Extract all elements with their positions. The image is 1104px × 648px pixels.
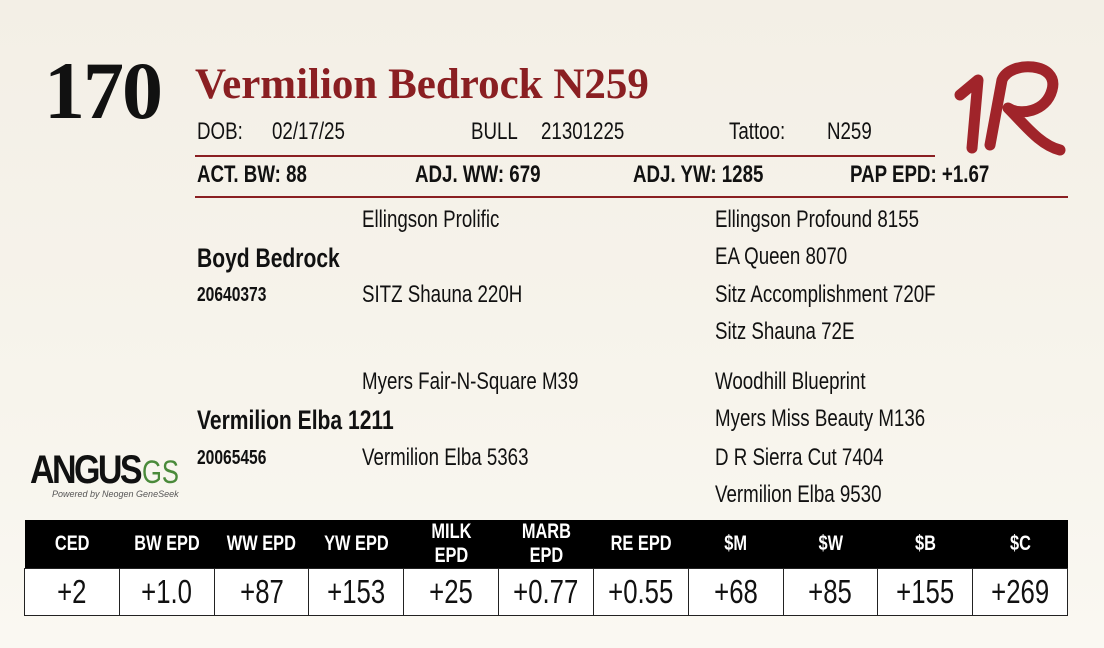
epd-header-text: $W: [818, 532, 843, 555]
measure-label: ADJ. WW:: [415, 161, 505, 188]
epd-header-text: $B: [914, 532, 936, 555]
measure-value: 1285: [721, 161, 764, 188]
epd-value-text: +87: [239, 573, 284, 610]
divider: [195, 155, 935, 157]
tattoo: N259: [827, 118, 872, 145]
epd-value: +25: [403, 568, 500, 616]
epd-header: MILK EPD: [403, 520, 499, 569]
epd-value: +153: [308, 568, 405, 616]
epd-header: RE EPD: [593, 520, 689, 569]
epd-header-text: MARB EPD: [521, 520, 571, 567]
epd-header-row: CED BW EPD WW EPD YW EPD MILK EPD MARB EPD RE …: [24, 520, 1068, 569]
epd-value: +269: [972, 568, 1068, 616]
epd-header: $W: [783, 520, 878, 569]
dob: 02/17/25: [272, 118, 345, 145]
measure-label: ADJ. YW:: [633, 161, 717, 188]
epd-value-row: +2 +1.0 +87 +153 +25 +0.77 +0.55 +68 +85 +155 +269: [24, 568, 1068, 616]
epd-header: $C: [972, 520, 1068, 569]
epd-value: +155: [877, 568, 974, 616]
epd-value: +0.77: [498, 568, 594, 616]
brand-logo: [954, 61, 1066, 156]
grandparent: D R Sierra Cut 7404: [715, 444, 884, 471]
lot-number: 170: [44, 45, 163, 136]
dam-name: Vermilion Elba 1211: [197, 405, 394, 435]
epd-value-text: +2: [57, 573, 87, 610]
epd-value-text: +1.0: [141, 573, 193, 610]
epd-value-text: +85: [808, 573, 853, 610]
epd-table: CED BW EPD WW EPD YW EPD MILK EPD MARB EPD RE …: [24, 520, 1068, 616]
sire-name: Boyd Bedrock: [197, 243, 340, 273]
measure-value: 88: [286, 161, 307, 188]
sire-sire: Ellingson Prolific: [362, 206, 500, 233]
epd-header-text: CED: [54, 532, 90, 555]
epd-header-text: RE EPD: [610, 532, 672, 555]
measure-label: PAP EPD:: [850, 161, 937, 188]
sire-dam: SITZ Shauna 220H: [362, 281, 523, 308]
epd-value: +87: [213, 568, 310, 616]
grandparent: Ellingson Profound 8155: [715, 206, 919, 233]
grandparent: Sitz Accomplishment 720F: [715, 281, 936, 308]
epd-value-text: +0.77: [513, 573, 579, 610]
epd-header-text: $C: [1009, 532, 1031, 555]
epd-value-text: +153: [327, 573, 386, 610]
epd-header: $B: [877, 520, 973, 569]
measure-value: 679: [509, 161, 541, 188]
registration: 21301225: [541, 118, 625, 145]
angus-logo: ANGUS GS Powered by Neogen GeneSeek: [30, 448, 179, 499]
epd-value: +1.0: [118, 568, 215, 616]
sex: BULL: [471, 118, 518, 145]
measure: PAP EPD: +1.67: [850, 161, 989, 189]
epd-value: +2: [24, 568, 120, 616]
measure-value: +1.67: [941, 161, 990, 188]
epd-value: +0.55: [592, 568, 689, 616]
epd-header-text: BW EPD: [133, 532, 200, 555]
grandparent: Sitz Shauna 72E: [715, 318, 855, 345]
epd-header: YW EPD: [308, 520, 404, 569]
grandparent: EA Queen 8070: [715, 243, 848, 270]
epd-header-text: MILK EPD: [431, 520, 472, 567]
epd-value-text: +25: [429, 573, 473, 610]
epd-value-text: +269: [991, 573, 1050, 610]
tattoo-label: Tattoo:: [729, 118, 786, 145]
grandparent: Myers Miss Beauty M136: [715, 405, 926, 432]
grandparent: Woodhill Blueprint: [715, 368, 866, 395]
epd-value: +85: [782, 568, 879, 616]
epd-header: CED: [24, 520, 120, 569]
epd-header-text: WW EPD: [226, 532, 297, 555]
divider: [195, 196, 1068, 198]
title: Vermilion Bedrock N259: [195, 61, 649, 108]
logo-tagline: Powered by Neogen GeneSeek: [52, 489, 179, 499]
epd-header: MARB EPD: [498, 520, 594, 569]
dob-label: DOB:: [197, 118, 243, 145]
epd-header: WW EPD: [214, 520, 309, 569]
measure: ACT. BW: 88: [197, 161, 307, 189]
logo-suffix: GS: [142, 454, 179, 490]
epd-value-text: +0.55: [608, 573, 674, 610]
epd-header: BW EPD: [119, 520, 215, 569]
dam-registration: 20065456: [197, 447, 267, 469]
epd-header-text: $M: [724, 532, 747, 555]
measure: ADJ. YW: 1285: [633, 161, 763, 189]
epd-header-text: YW EPD: [324, 532, 389, 555]
measure-label: ACT. BW:: [197, 161, 281, 188]
epd-value-text: +68: [713, 573, 758, 610]
grandparent: Vermilion Elba 9530: [715, 481, 882, 508]
dam-sire: Myers Fair-N-Square M39: [362, 368, 579, 395]
sire-registration: 20640373: [197, 284, 267, 306]
epd-value-text: +155: [896, 573, 955, 610]
logo-name: ANGUS: [30, 448, 143, 492]
dam-dam: Vermilion Elba 5363: [362, 444, 529, 471]
measure: ADJ. WW: 679: [415, 161, 541, 189]
epd-header: $M: [688, 520, 783, 569]
epd-value: +68: [687, 568, 784, 616]
